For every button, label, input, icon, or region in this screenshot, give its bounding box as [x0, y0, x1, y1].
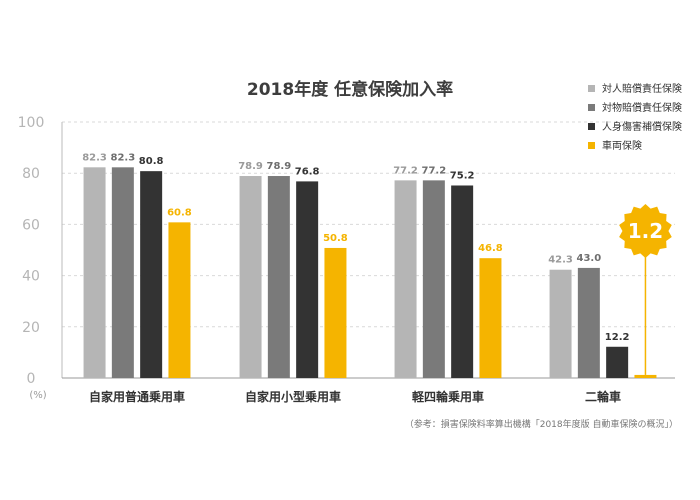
bar-value-label: 77.2	[393, 165, 418, 176]
callout-value: 1.2	[628, 219, 663, 243]
bar	[168, 222, 191, 378]
bar	[549, 269, 572, 378]
legend-swatch	[588, 104, 595, 111]
legend-swatch	[588, 123, 595, 130]
bar	[83, 167, 106, 378]
bar	[577, 267, 600, 378]
bar-value-label: 80.8	[139, 156, 164, 167]
bar	[394, 180, 417, 378]
bar	[140, 171, 163, 378]
bar-value-label: 50.8	[323, 233, 348, 244]
bar	[324, 247, 347, 378]
y-tick-label: 80	[22, 166, 40, 182]
y-axis-unit: (%)	[29, 390, 46, 401]
x-axis: 自家用普通乗用車 自家用小型乗用車 軽四輪乗用車 二輪車	[89, 389, 621, 404]
legend-label: 車両保険	[602, 139, 642, 152]
bar-value-label: 78.9	[267, 161, 292, 172]
legend-label: 対物賠償責任保険	[602, 101, 682, 114]
bar-value-label: 46.8	[478, 243, 503, 254]
bar-value-label: 77.2	[422, 165, 447, 176]
y-tick-label: 20	[22, 320, 40, 336]
bar-value-label: 75.2	[450, 170, 475, 181]
y-tick-label: 0	[27, 371, 36, 387]
x-category-label: 自家用普通乗用車	[89, 389, 185, 404]
x-category-label: 二輪車	[585, 389, 621, 404]
bar	[296, 181, 319, 378]
legend-swatch	[588, 142, 595, 149]
bar-value-label: 60.8	[167, 207, 192, 218]
bar-value-label: 42.3	[548, 255, 573, 266]
bar-value-label: 76.8	[295, 166, 320, 177]
gridlines	[62, 121, 675, 328]
bar-value-label: 82.3	[82, 152, 107, 163]
bar	[634, 374, 657, 378]
bar	[479, 258, 502, 378]
y-axis: 0 20 40 60 80 100	[18, 115, 675, 387]
y-tick-label: 40	[22, 269, 40, 285]
legend-swatch	[588, 85, 595, 92]
bars: 82.3 82.3 80.860.878.9 78.9 76.850.877.2 77.2…	[82, 152, 657, 378]
bar-value-label: 82.3	[111, 152, 136, 163]
callout: 1.2	[619, 204, 672, 375]
x-category-label: 軽四輪乗用車	[412, 389, 484, 404]
y-tick-label: 100	[18, 115, 45, 131]
legend-label: 対人賠償責任保険	[602, 82, 682, 95]
x-category-label: 自家用小型乗用車	[245, 389, 341, 404]
source-note: （参考：損害保険料率算出機構「2018年度版 自動車保険の概況」）	[405, 418, 678, 430]
callout-badge	[619, 204, 672, 258]
bar-value-label: 78.9	[238, 161, 263, 172]
bar	[606, 346, 629, 378]
y-tick-label: 60	[22, 217, 40, 233]
bar	[239, 176, 262, 378]
legend-label: 人身傷害補償保険	[602, 120, 682, 133]
bar-value-label: 43.0	[577, 253, 602, 264]
chart-title: 2018年度 任意保険加入率	[247, 79, 453, 100]
bar-value-label: 12.2	[605, 332, 630, 343]
bar	[111, 167, 134, 378]
bar	[422, 180, 445, 378]
bar	[451, 185, 474, 378]
bar	[267, 176, 290, 378]
